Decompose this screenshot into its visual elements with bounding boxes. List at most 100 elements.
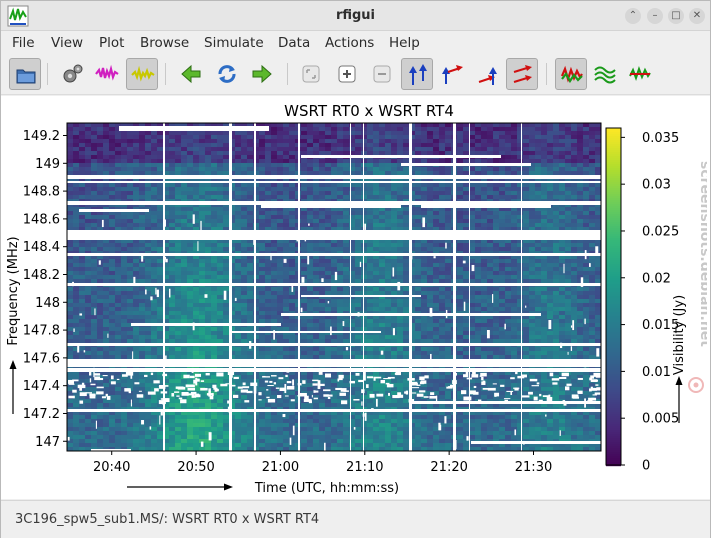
menu-plot[interactable]: Plot xyxy=(99,35,125,51)
heatmap-cell xyxy=(265,123,271,127)
heatmap-cell xyxy=(415,315,421,319)
polarization-yx-button[interactable] xyxy=(471,58,503,90)
heatmap-cell xyxy=(595,143,601,147)
heatmap-cell xyxy=(127,243,133,247)
keep-above-button[interactable]: ⌃ xyxy=(625,8,641,24)
menu-file[interactable]: File xyxy=(12,35,35,51)
original-data-button[interactable] xyxy=(91,58,123,90)
heatmap-cell xyxy=(127,339,133,343)
heatmap-cell xyxy=(127,131,133,135)
heatmap-cell xyxy=(463,143,469,147)
heatmap-cell xyxy=(169,123,175,127)
menu-help[interactable]: Help xyxy=(389,35,420,51)
heatmap-cell xyxy=(517,307,523,311)
heatmap-cell xyxy=(211,255,217,259)
zoom-fit-button[interactable] xyxy=(295,58,327,90)
heatmap-cell xyxy=(355,323,361,327)
heatmap-cell xyxy=(247,215,253,219)
settings-button[interactable] xyxy=(57,58,89,90)
heatmap-cell xyxy=(193,339,199,343)
heatmap-cell xyxy=(445,287,451,291)
maximize-button[interactable]: □ xyxy=(668,8,684,24)
heatmap-cell xyxy=(493,295,499,299)
heatmap-cell xyxy=(151,147,157,151)
menu-simulate[interactable]: Simulate xyxy=(204,35,264,51)
menu-view[interactable]: View xyxy=(51,35,84,51)
heatmap-cell xyxy=(595,163,601,167)
heatmap-cell xyxy=(553,319,559,323)
zoom-out-button[interactable] xyxy=(366,58,398,90)
original-mask-button[interactable] xyxy=(555,58,587,90)
both-masks-button[interactable] xyxy=(624,58,656,90)
heatmap-cell xyxy=(121,143,127,147)
heatmap-cell xyxy=(187,267,193,271)
heatmap-cell xyxy=(385,239,391,243)
title-bar[interactable]: rfigui ⌃ – □ ✕ xyxy=(1,1,710,31)
heatmap-cell xyxy=(157,295,163,299)
polarization-yy-button[interactable] xyxy=(506,58,538,90)
heatmap-cell xyxy=(547,247,553,251)
processed-data-button[interactable] xyxy=(126,58,158,90)
heatmap-cell xyxy=(373,319,379,323)
heatmap-cell xyxy=(391,307,397,311)
heatmap-cell xyxy=(121,259,127,263)
heatmap-cell xyxy=(445,123,451,127)
heatmap-cell xyxy=(151,259,157,263)
menu-data[interactable]: Data xyxy=(278,35,311,51)
heatmap-cell xyxy=(595,147,601,151)
heatmap-cell xyxy=(133,227,139,231)
heatmap-cell xyxy=(91,135,97,139)
heatmap-cell xyxy=(223,299,229,303)
forward-button[interactable] xyxy=(246,58,278,90)
window-title: rfigui xyxy=(335,8,376,23)
menu-browse[interactable]: Browse xyxy=(140,35,190,51)
polarization-xy-button[interactable] xyxy=(436,58,468,90)
heatmap-cell xyxy=(385,299,391,303)
heatmap-cell xyxy=(193,219,199,223)
alternative-mask-button[interactable] xyxy=(589,58,621,90)
plot-area[interactable]: WSRT RT0 x WSRT RT4 147 147.2 147.4 147.6 14… xyxy=(1,96,710,499)
polarization-xx-button[interactable] xyxy=(401,58,433,90)
heatmap-cell xyxy=(457,275,463,279)
heatmap-cell xyxy=(115,139,121,143)
heatmap-cell xyxy=(337,339,343,343)
heatmap-cell xyxy=(367,275,373,279)
close-button[interactable]: ✕ xyxy=(689,8,705,24)
heatmap-cell xyxy=(223,287,229,291)
heatmap-cell xyxy=(73,323,79,327)
heatmap-cell xyxy=(211,287,217,291)
heatmap-cell xyxy=(319,207,325,211)
heatmap-cell xyxy=(493,291,499,295)
heatmap-cell xyxy=(217,287,223,291)
reload-button[interactable] xyxy=(211,58,243,90)
heatmap-cell xyxy=(529,127,535,131)
heatmap-cell xyxy=(529,323,535,327)
heatmap-cell xyxy=(181,207,187,211)
heatmap-cell xyxy=(187,219,193,223)
minimize-button[interactable]: – xyxy=(647,8,663,24)
heatmap-cell xyxy=(565,323,571,327)
heatmap-cell xyxy=(85,127,91,131)
heatmap-cell xyxy=(217,339,223,343)
heatmap-cell xyxy=(109,219,115,223)
heatmap-cell xyxy=(73,215,79,219)
heatmap-cell xyxy=(571,183,577,187)
heatmap-cell xyxy=(103,195,109,199)
heatmap-cell xyxy=(475,247,481,251)
back-button[interactable] xyxy=(175,58,207,90)
heatmap-cell xyxy=(313,123,319,127)
spectrogram-figure[interactable]: WSRT RT0 x WSRT RT4 147147.2147.4147.614… xyxy=(1,96,710,499)
heatmap-cell xyxy=(307,167,313,171)
heatmap-cell xyxy=(391,299,397,303)
heatmap-cell xyxy=(67,291,73,295)
zoom-in-button[interactable] xyxy=(331,58,363,90)
heatmap-cell xyxy=(499,315,505,319)
heatmap-cell xyxy=(301,291,307,295)
menu-actions[interactable]: Actions xyxy=(325,35,375,51)
heatmap-cell xyxy=(193,163,199,167)
heatmap-cell xyxy=(475,143,481,147)
heatmap-cell xyxy=(277,139,283,143)
open-button[interactable] xyxy=(9,58,41,90)
heatmap-cell xyxy=(313,211,319,215)
heatmap-cell xyxy=(91,331,97,335)
